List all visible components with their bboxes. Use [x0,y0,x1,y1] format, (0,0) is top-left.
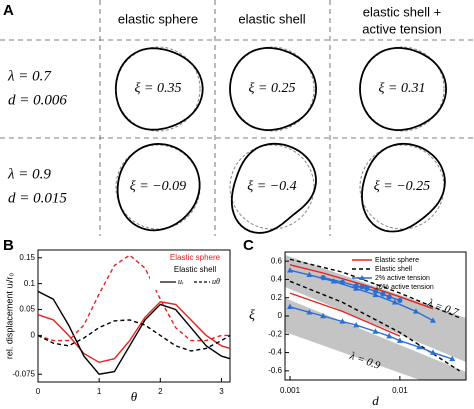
point [391,299,398,305]
row-label: d = 0.015 [8,190,67,206]
point [397,297,403,304]
y-tick-label: -0.2 [268,329,282,338]
deformed-shape [230,142,317,234]
legend-marker [359,275,365,280]
legend-box [150,252,228,290]
legend-entry: Elastic sphere [375,257,419,264]
point [416,343,423,350]
series-line [289,258,460,319]
point [372,328,379,334]
point [380,291,386,297]
xi-label: ξ = 0.25 [249,81,296,96]
point [353,321,360,328]
series-line [37,290,231,375]
point [339,318,346,324]
xi-label: ξ = 0.35 [135,81,182,96]
legend-marker [359,284,365,290]
deformed-shape [229,46,318,132]
legend-entry: uᵣ [178,277,184,286]
series-line [289,264,434,310]
point [339,279,346,285]
panel-label: C [243,237,254,254]
series-line [289,292,401,337]
point [429,349,436,355]
deformed-shape [114,47,204,131]
point [386,332,393,339]
xi-label: ξ = −0.4 [247,179,296,194]
x-tick-label: 1 [97,387,102,396]
series-line [37,301,231,364]
point [449,355,456,362]
deformed-shape [359,46,448,132]
y-tick-label: 0 [31,331,36,340]
deformed-shape [116,142,201,232]
series-line [37,319,231,352]
legend-entry: Elastic shell [375,266,412,273]
legend-entry: Elastic shell [174,265,216,274]
point [320,275,326,281]
xi-label: ξ = −0.09 [130,179,186,194]
series-line [289,269,434,322]
column-header: active tension [362,21,442,36]
point [372,291,379,298]
panel-label: B [3,237,14,254]
deformed-shape [361,142,446,233]
y-tick-label: 0.1 [24,279,36,288]
point [287,303,294,310]
series-line [37,254,230,342]
y-tick-label: 0.2 [271,293,283,302]
x-tick-label: 3 [219,387,224,396]
row-label: λ = 0.7 [7,68,52,84]
y-tick-label: -0.6 [268,366,282,375]
band [285,255,466,362]
point [320,312,327,319]
y-tick-label: -0.4 [268,348,282,357]
y-axis-label: ξ [249,308,255,323]
panel-label: A [3,2,14,19]
point [306,309,313,315]
plot-frame [37,249,231,383]
row-label: d = 0.006 [8,92,67,108]
y-tick-label: 0 [278,311,283,320]
column-header: elastic sphere [118,11,198,26]
point [386,294,392,300]
point [372,288,379,294]
grid-dividers [0,0,474,236]
legend-entry: Elastic sphere [170,253,221,262]
x-tick-label: 0 [36,387,41,396]
row-label: λ = 0.9 [7,166,51,182]
xi-label: ξ = −0.25 [374,179,430,194]
xi-label: ξ = 0.31 [379,81,426,96]
legend-entry: 10% active tension [375,284,434,291]
y-tick-label: 0.6 [271,256,283,265]
y-tick-label: 0.4 [271,275,283,284]
x-axis-label: d [372,393,379,408]
column-header: elastic shell + [363,4,441,19]
legend-entry: uθ [212,277,220,286]
y-tick-label: -0.075 [12,369,35,378]
point [287,267,294,273]
reference-shape [229,144,315,230]
column-header: elastic shell [238,11,305,26]
x-tick-label: 2 [158,387,163,396]
legend-entry: 2% active tension [375,275,430,282]
y-tick-label: 0.05 [19,305,35,314]
y-axis-label: rel. displacement uᵢ/r₀ [4,273,14,359]
x-axis-label: θ [131,389,138,404]
point [306,271,313,278]
point [396,337,403,343]
x-tick-label: 0.001 [280,386,301,395]
y-tick-label: 0.15 [19,253,35,262]
point [412,308,419,314]
x-tick-label: 0.01 [392,386,408,395]
point [429,317,436,323]
